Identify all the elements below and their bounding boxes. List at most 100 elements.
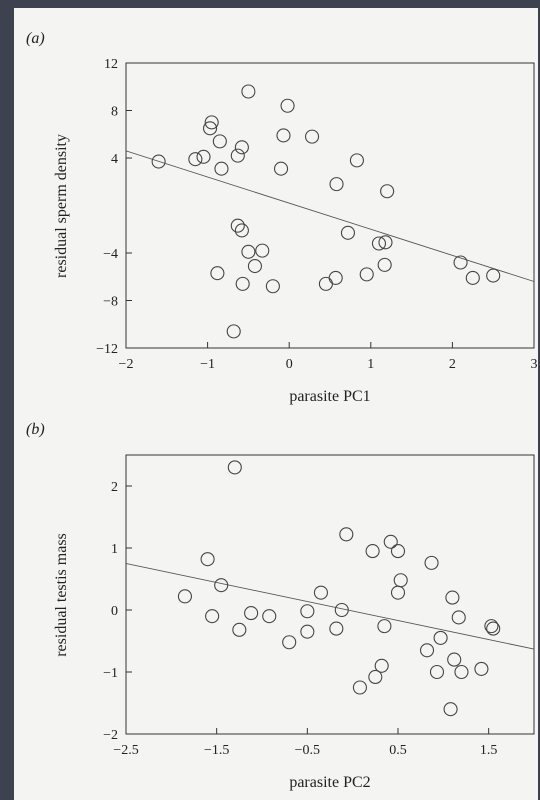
panel-a-x-tick-label: −2: [119, 357, 134, 372]
panel-a-y-ticks: −12 −8 −4 4 8 12: [96, 57, 132, 357]
panel-b-frame: [125, 454, 535, 735]
panel-a-x-tick-label: 3: [531, 357, 538, 372]
panel-a-data-point: [276, 128, 291, 143]
panel-b-data-point: [429, 664, 445, 680]
panel-a-y-tick-label: −8: [103, 295, 118, 310]
panel-b-data-point: [474, 661, 489, 676]
panel-a-data-point: [318, 276, 333, 291]
panel-b-data-point: [300, 624, 315, 639]
panel-b-data-point: [329, 621, 344, 636]
panel-b-x-tick-label: −1.5: [204, 743, 229, 758]
panel-a-y-axis-label: residual sperm density: [53, 134, 70, 278]
panel-a-x-tick-label: −1: [200, 357, 215, 372]
figure-svg: (a) −2 −1 0 1 2 3 −1 2 −8 −4 4 8 12 parasite PC1 re…: [26, 30, 538, 791]
panel-a-x-tick-label: 1: [367, 357, 374, 372]
panel-b-x-tick-label: −0.5: [295, 743, 320, 758]
panel-a-data-point: [486, 268, 501, 283]
panel-a-data-point: [235, 276, 250, 291]
panel-a-data-point: [226, 324, 241, 339]
panel-b-data-point: [205, 609, 220, 624]
panel-b-x-tick-label: 1.5: [480, 743, 498, 758]
panel-b: (b) −2.5 −1.5 −0.5 0.5 1.5 −2 −1 0 1 2 parasite …: [26, 421, 535, 791]
panel-a-data-point: [241, 244, 256, 259]
panel-b-data-point: [451, 610, 466, 625]
panel-a-y-tick-label: 8: [111, 105, 118, 120]
panel-b-data-point: [177, 589, 192, 604]
panel-a-data-point: [340, 225, 356, 240]
panel-a-data-point: [377, 257, 392, 272]
panel-b-data-point: [393, 573, 408, 588]
panel-a-data-point: [234, 223, 249, 238]
panel-a-data-point: [280, 98, 295, 113]
panel-b-data-point: [352, 680, 367, 695]
panel-a-data-point: [349, 153, 364, 168]
panel-a-data-point: [196, 149, 211, 164]
panel-a-data-point: [255, 243, 270, 258]
panel-a-x-tick-label: 2: [449, 357, 456, 372]
panel-b-data-point: [200, 552, 215, 567]
panel-b-x-tick-label: −2.5: [113, 743, 138, 758]
panel-a-data-point: [212, 134, 227, 149]
panel-a-data-point: [453, 255, 468, 270]
panel-b-data-point: [374, 658, 389, 673]
panel-a-fit-line: [125, 150, 535, 282]
panel-a-x-axis-label: parasite PC1: [289, 388, 370, 405]
panel-a-data-point: [378, 235, 393, 250]
panel-b-data-point: [232, 622, 247, 637]
panel-b-data-point: [433, 630, 448, 645]
panel-a-data-point: [204, 115, 219, 130]
panel-b-data-point: [484, 619, 499, 634]
panel-a-data-point: [210, 266, 225, 281]
panel-a-data-point: [241, 84, 256, 99]
panel-a-data-point: [202, 121, 218, 136]
panel-b-data-point: [244, 606, 259, 621]
panel-b-y-tick-label: 1: [111, 542, 118, 557]
panel-a-points: [151, 84, 501, 339]
panel-b-data-point: [454, 664, 469, 680]
panel-a-data-point: [230, 218, 245, 233]
panel-b-data-point: [227, 460, 242, 475]
panel-b-data-point: [313, 585, 328, 600]
panel-a-data-point: [214, 161, 229, 176]
panel-b-data-point: [368, 669, 383, 685]
panel-b-x-ticks: −2.5 −1.5 −0.5 0.5 1.5: [113, 728, 497, 758]
panel-b-y-tick-label: −1: [103, 666, 118, 681]
panel-a-y-tick-label: −4: [103, 247, 118, 262]
panel-a-data-point: [328, 270, 343, 285]
panel-a-y-tick-label: 12: [104, 57, 118, 72]
panel-b-y-tick-label: 0: [111, 604, 118, 619]
panel-b-data-point: [339, 527, 354, 542]
panel-a-data-point: [265, 279, 280, 294]
panel-a-data-point: [465, 270, 480, 285]
panel-b-data-point: [300, 604, 315, 619]
panel-b-label: (b): [26, 421, 45, 438]
panel-b-data-point: [447, 652, 462, 667]
panel-b-y-ticks: −2 −1 0 1 2: [103, 480, 132, 743]
panel-b-data-point: [419, 643, 435, 658]
panel-b-x-tick-label: 0.5: [389, 743, 407, 758]
panel-b-data-point: [445, 590, 460, 605]
panel-b-data-point: [486, 621, 501, 636]
panel-b-x-axis-label: parasite PC2: [289, 774, 370, 791]
panel-a-data-point: [247, 259, 262, 274]
panel-a: (a) −2 −1 0 1 2 3 −1 2 −8 −4 4 8 12 parasite PC1 re…: [26, 30, 538, 405]
panel-b-data-point: [214, 578, 229, 593]
panel-a-data-point: [151, 154, 166, 169]
panel-b-data-point: [383, 534, 398, 549]
panel-b-data-point: [334, 602, 349, 618]
panel-b-data-point: [390, 585, 406, 600]
panel-b-data-point: [282, 635, 297, 650]
panel-b-y-tick-label: −2: [103, 728, 118, 743]
panel-a-data-point: [304, 129, 320, 144]
panel-b-fit-line: [125, 563, 535, 650]
figure-page: (a) −2 −1 0 1 2 3 −1 2 −8 −4 4 8 12 parasite PC1 re…: [14, 8, 538, 800]
panel-b-data-point: [365, 544, 380, 559]
panel-a-data-point: [371, 236, 387, 251]
panel-a-label: (a): [26, 30, 45, 47]
panel-a-data-point: [380, 184, 395, 199]
panel-b-points: [177, 460, 501, 717]
panel-a-y-tick-label: 4: [111, 152, 118, 167]
panel-a-x-ticks: −2 −1 0 1 2 3: [119, 342, 538, 372]
panel-a-data-point: [234, 140, 249, 155]
panel-a-x-tick-label: 0: [286, 357, 293, 372]
